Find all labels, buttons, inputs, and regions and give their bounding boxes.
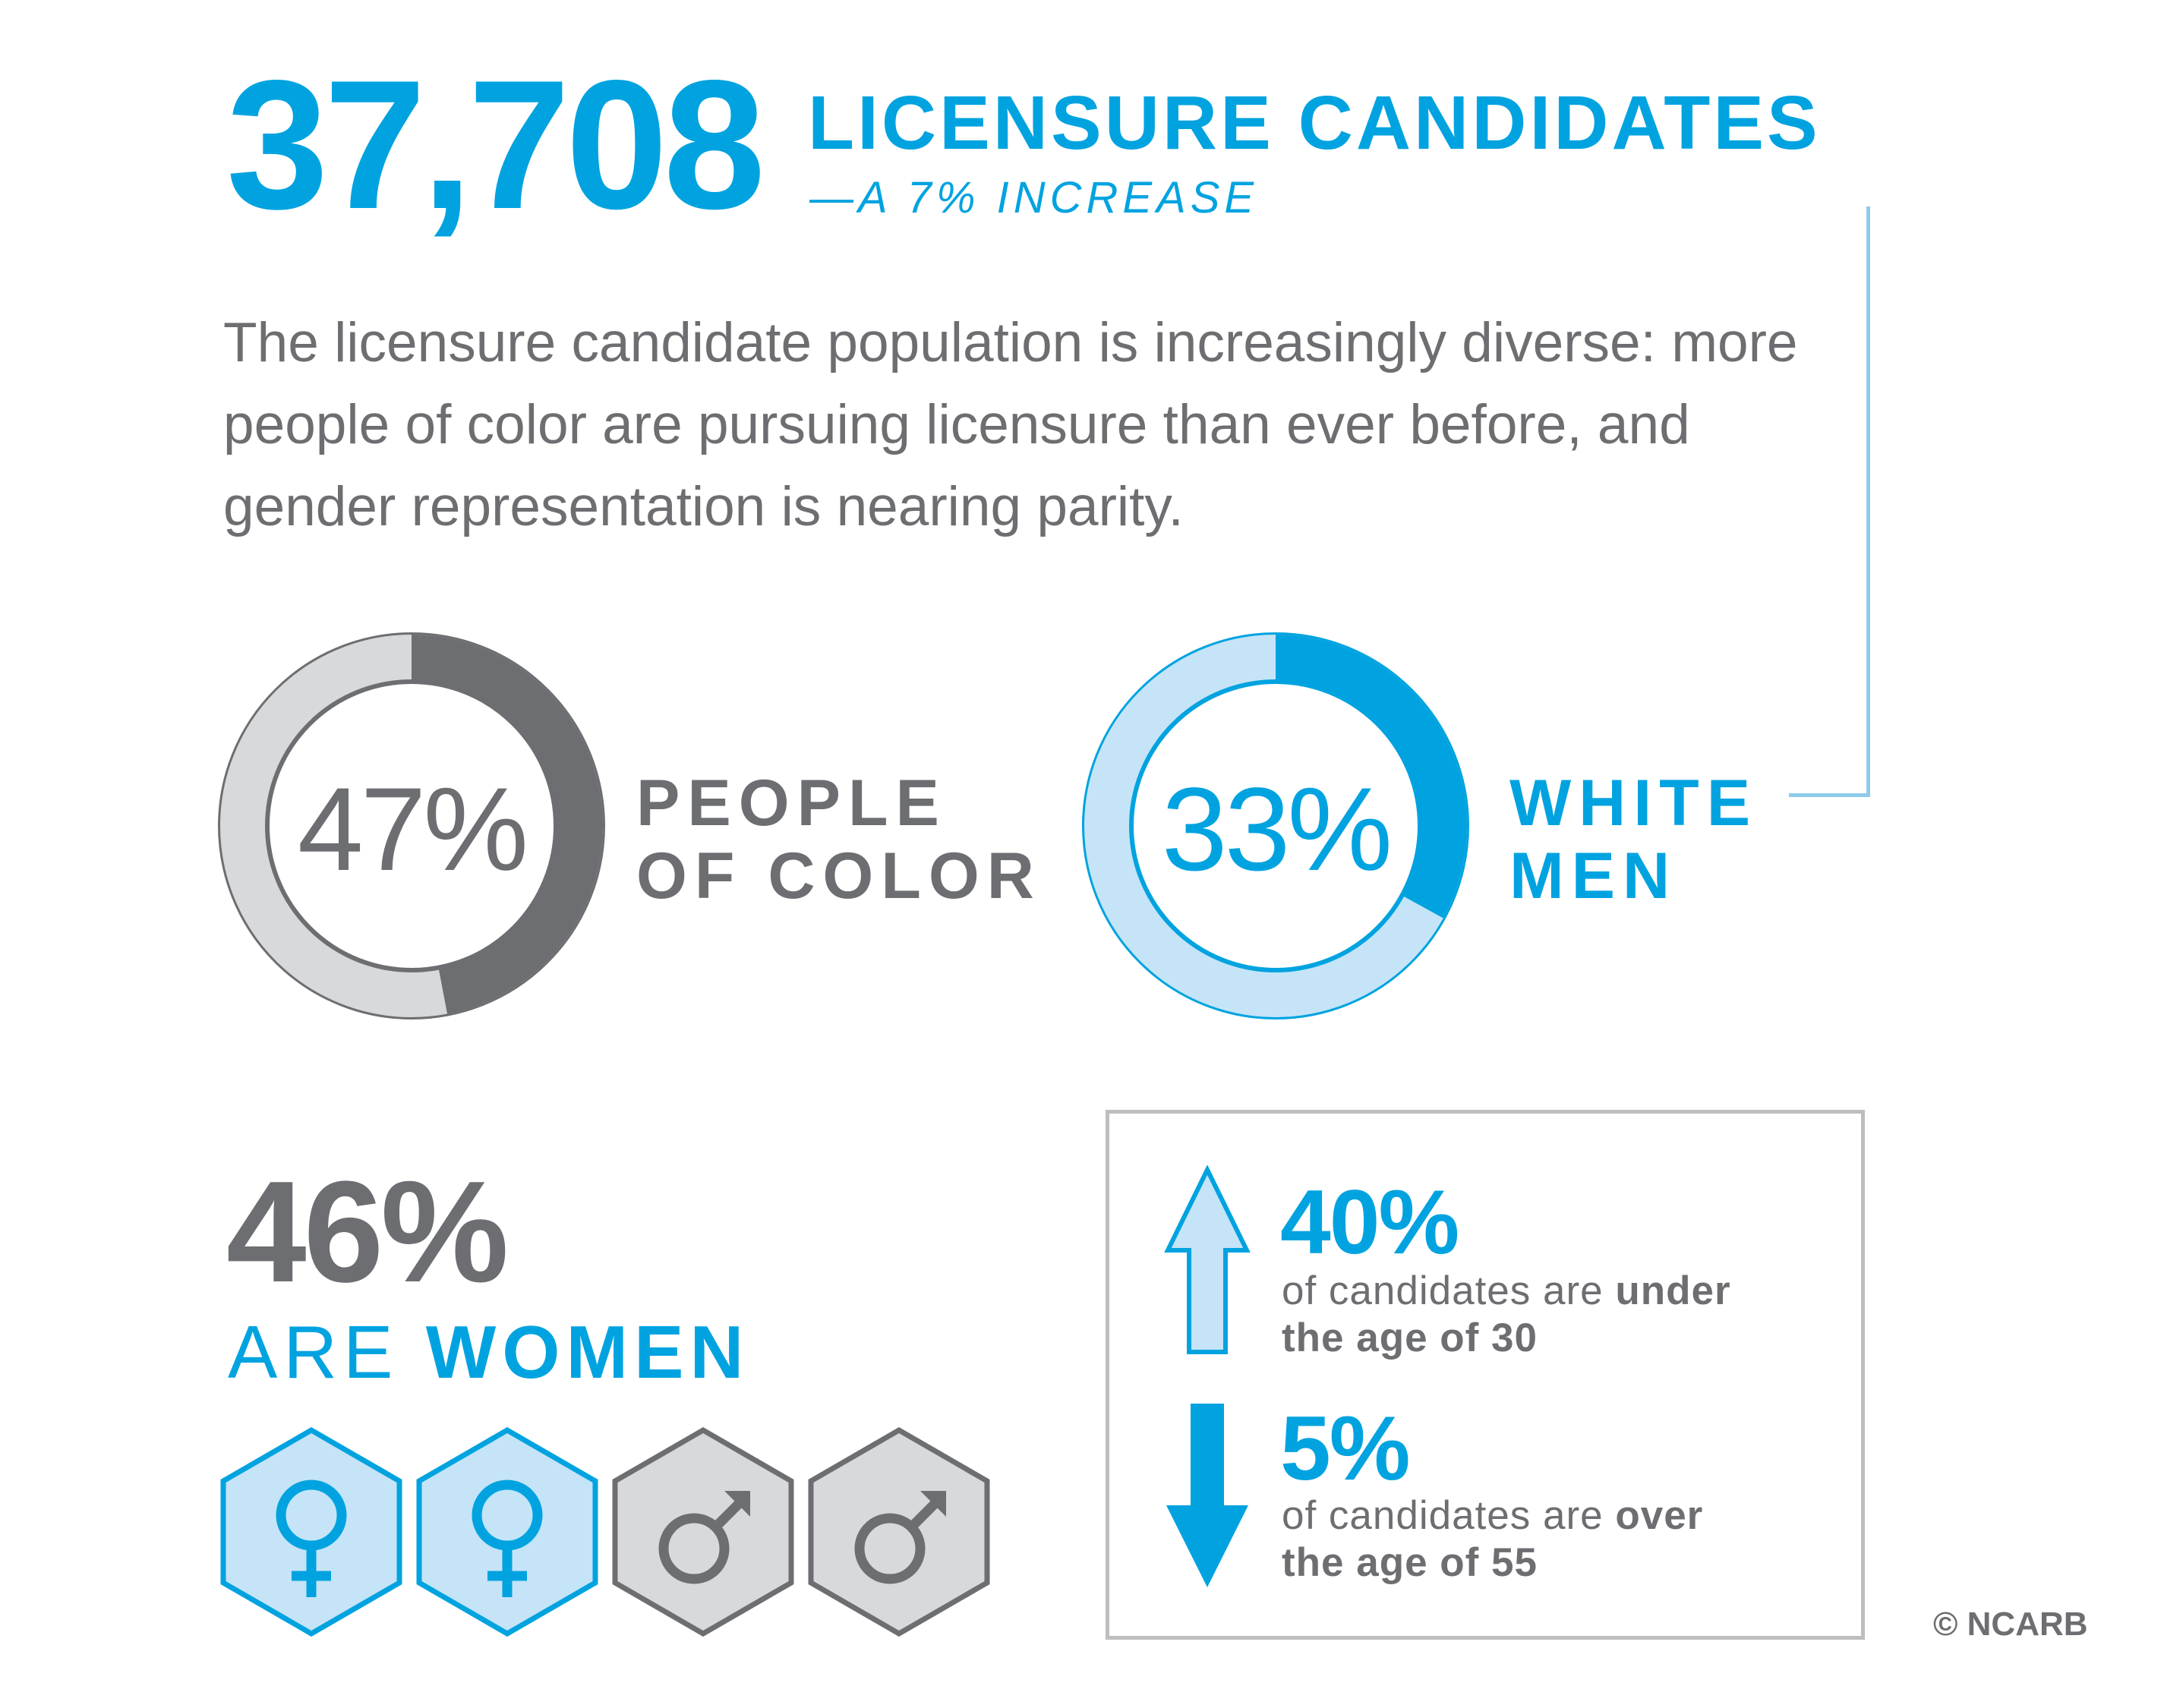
women-label: ARE WOMEN xyxy=(228,1315,749,1389)
women-label-emphasis: WOMEN xyxy=(425,1310,750,1394)
arrow-up-icon xyxy=(1164,1165,1251,1354)
white-men-label-line1: WHITE xyxy=(1509,767,1759,840)
copyright-notice: © NCARB xyxy=(1933,1606,2088,1643)
intro-paragraph: The licensure candidate population is in… xyxy=(223,312,1798,537)
female-icon xyxy=(416,1427,598,1637)
headline: LICENSURE CANDIDATES xyxy=(808,80,1821,165)
people-of-color-donut-inner-outline xyxy=(265,679,558,972)
over-55-text-plain: of candidates are xyxy=(1282,1493,1616,1538)
under-30-text-bold-2: the age of 30 xyxy=(1282,1316,1538,1360)
women-label-prefix: ARE xyxy=(228,1310,426,1394)
people-of-color-label-line1: PEOPLE xyxy=(636,767,947,840)
connector-line-horizontal xyxy=(1789,793,1870,797)
female-icon xyxy=(220,1427,402,1637)
over-55-text-bold-1: over xyxy=(1615,1493,1704,1538)
white-men-donut-value-slice xyxy=(1084,635,1467,1017)
people-of-color-donut xyxy=(218,632,605,1019)
under-30-text: of candidates are under the age of 30 xyxy=(1282,1268,1813,1362)
under-30-text-bold-1: under xyxy=(1615,1268,1731,1313)
white-men-label: WHITE MEN xyxy=(1509,767,1758,912)
total-candidates-number: 37,708 xyxy=(226,43,765,247)
over-55-text-bold-2: the age of 55 xyxy=(1282,1540,1538,1585)
women-percent: 46% xyxy=(226,1152,509,1313)
age-stats-box xyxy=(1106,1110,1865,1640)
arrow-down-icon xyxy=(1166,1404,1248,1587)
white-men-donut-inner-outline xyxy=(1129,679,1422,972)
subheadline: —A 7% INCREASE xyxy=(809,173,1259,222)
gender-icon-row xyxy=(220,1427,995,1637)
people-of-color-label-line2: OF COLOR xyxy=(636,840,1042,912)
people-of-color-percent: 47% xyxy=(297,764,528,896)
people-of-color-donut-value-slice xyxy=(220,635,603,1017)
white-men-donut xyxy=(1082,632,1469,1019)
under-30-percent: 40% xyxy=(1280,1171,1459,1273)
over-55-percent: 5% xyxy=(1280,1398,1410,1499)
white-men-label-line2: MEN xyxy=(1509,840,1678,912)
white-men-percent: 33% xyxy=(1161,764,1393,896)
male-icon xyxy=(808,1427,990,1637)
connector-line-vertical xyxy=(1866,206,1870,797)
people-of-color-label: PEOPLE OF COLOR xyxy=(636,767,1042,912)
under-30-text-plain: of candidates are xyxy=(1282,1268,1616,1313)
over-55-text: of candidates are over the age of 55 xyxy=(1282,1492,1813,1587)
male-icon xyxy=(612,1427,794,1637)
